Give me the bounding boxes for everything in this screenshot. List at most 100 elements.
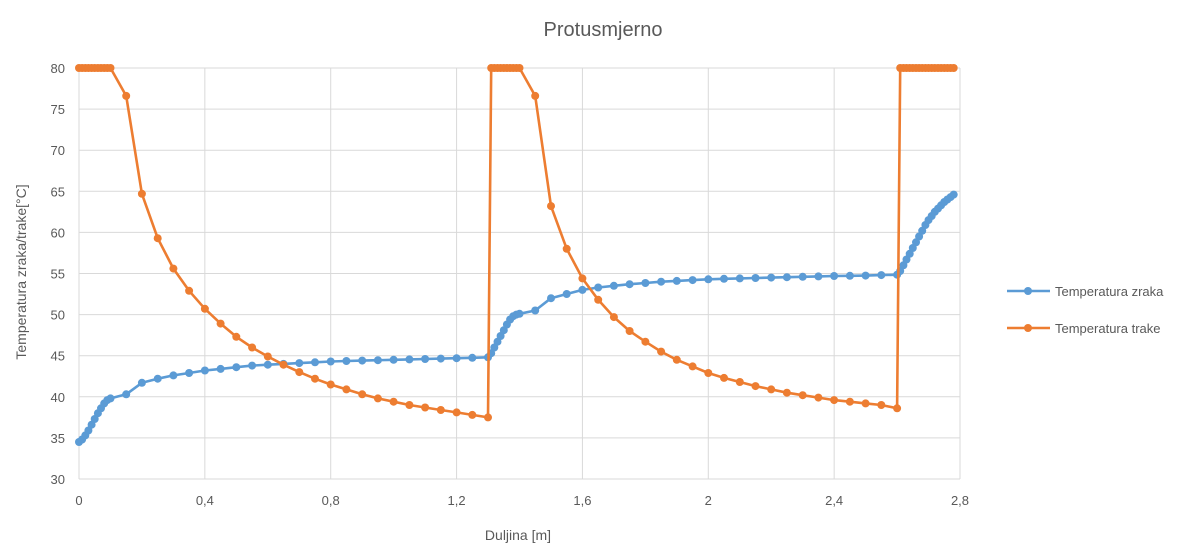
data-point [358,390,367,399]
y-tick-label: 60 [51,225,65,240]
data-point [625,327,634,335]
data-point [311,358,319,367]
data-point [578,274,587,283]
data-point [704,275,713,284]
data-point [342,385,351,394]
data-point [594,295,603,304]
series-layer [75,64,958,446]
data-point [216,364,225,373]
data-point [106,64,115,72]
data-point [248,361,257,370]
data-point [137,378,146,387]
data-point [169,371,178,380]
y-axis-label: Temperatura zraka/trake[°C] [13,184,29,359]
data-point [688,362,697,371]
data-point [515,64,524,72]
data-point [609,281,618,290]
legend-label: Temperatura trake [1055,321,1161,336]
data-point [657,277,666,286]
data-point [782,388,791,397]
data-point [515,309,524,318]
y-tick-label: 80 [51,61,65,76]
data-point [949,64,958,72]
data-point [798,391,807,400]
axes: 30 35 40 45 50 55 60 65 70 75 80 0 0,4 0,8 1,2 1,6 2 2,4 2… [51,61,970,508]
data-point [845,271,854,280]
data-point [625,280,634,289]
legend-swatch-marker [1024,287,1032,295]
data-point [531,306,540,315]
data-point [200,304,209,313]
data-point [295,368,304,377]
data-point [484,413,492,422]
data-point [232,363,241,372]
data-point [137,189,146,198]
data-point [672,276,681,285]
gridlines [78,67,961,480]
x-tick-label: 0,8 [322,493,340,508]
x-tick-label: 1,2 [448,493,466,508]
data-point [877,271,886,280]
y-tick-label: 65 [51,184,65,199]
x-axis-label: Duljina [m] [485,527,551,543]
data-point [342,357,351,365]
data-point [279,360,288,369]
data-point [200,366,209,375]
data-point [232,332,241,341]
x-tick-label: 0 [75,493,82,508]
legend-swatch-marker [1024,324,1032,332]
chart-labels: Protusmjerno Duljina [m] Temperatura zra… [13,19,662,543]
data-point [153,234,162,243]
x-tick-label: 1,6 [573,493,591,508]
data-point [185,286,194,295]
data-point [468,410,477,419]
data-point [893,404,902,413]
data-point [641,279,650,287]
data-point [436,354,445,363]
data-point [263,360,272,369]
data-point [767,385,776,394]
series-2 [75,64,958,422]
legend-item: Temperatura zraka [1007,284,1164,299]
data-point [751,274,760,282]
data-point [326,357,335,366]
legend-label: Temperatura zraka [1055,284,1164,299]
data-point [782,273,791,282]
data-point [373,394,382,403]
data-point [468,353,477,362]
data-point [830,396,839,405]
data-point [547,294,555,303]
data-point [562,244,571,253]
data-point [216,319,225,328]
data-point [735,378,744,386]
y-tick-label: 50 [51,308,65,323]
data-point [405,355,414,364]
data-point [295,359,304,368]
data-point [609,313,618,322]
data-point [263,352,272,361]
chart-title: Protusmjerno [544,19,663,41]
x-tick-label: 2 [705,493,712,508]
data-point [704,369,713,377]
data-point [436,406,445,414]
data-point [358,356,367,365]
data-point [106,394,115,403]
y-tick-label: 35 [51,431,65,446]
x-tick-label: 0,4 [196,493,214,508]
data-point [830,272,839,280]
data-point [861,271,870,280]
y-tick-label: 55 [51,267,65,282]
data-point [248,343,257,352]
data-point [641,337,650,346]
data-point [185,369,194,377]
data-point [373,356,382,365]
data-point [122,91,131,100]
data-point [720,373,728,382]
data-point [814,393,823,402]
x-tick-label: 2,8 [951,493,969,508]
data-point [311,374,319,383]
data-point [751,382,760,391]
data-point [452,408,461,417]
legend: Temperatura zraka Temperatura trake [1007,284,1164,336]
